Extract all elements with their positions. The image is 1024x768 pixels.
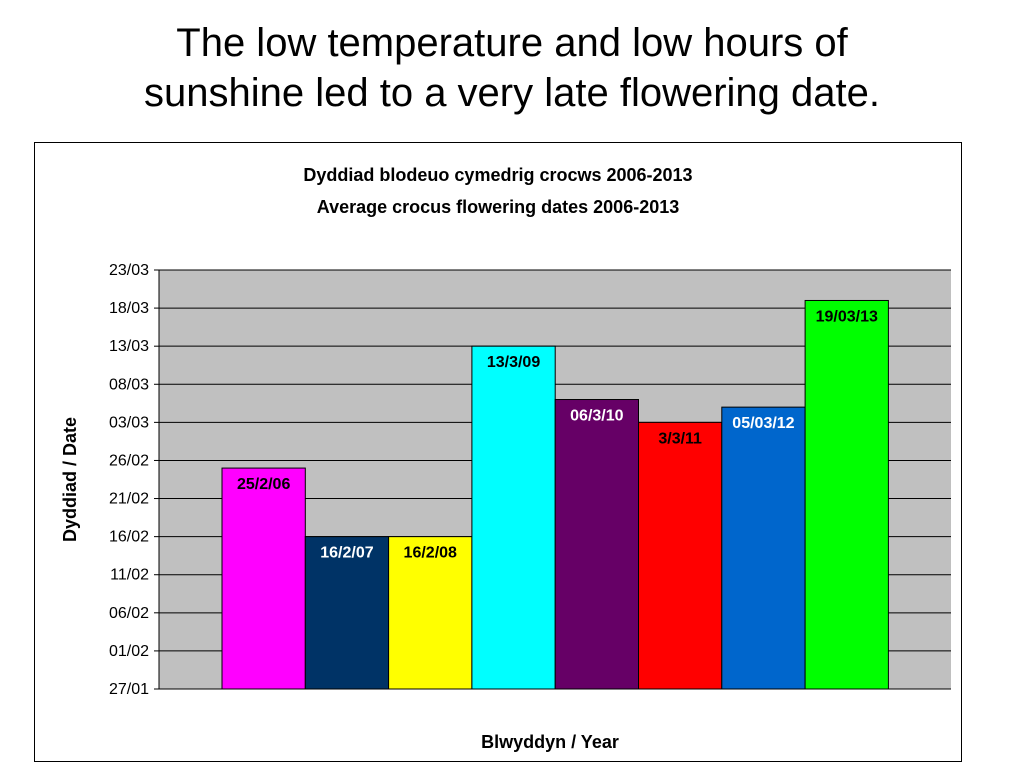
slide-title-line-1: The low temperature and low hours of bbox=[176, 21, 848, 65]
y-tick-label: 23/03 bbox=[109, 262, 149, 279]
y-tick-label: 01/02 bbox=[109, 643, 149, 660]
chart-title: Dyddiad blodeuo cymedrig crocws 2006-201… bbox=[303, 165, 693, 185]
bar-data-label: 05/03/12 bbox=[732, 415, 794, 432]
bar bbox=[388, 536, 473, 690]
y-tick-label: 13/03 bbox=[109, 338, 149, 355]
bar bbox=[638, 421, 723, 690]
slide-title-line-2: sunshine led to a very late flowering da… bbox=[144, 71, 880, 115]
y-tick-label: 08/03 bbox=[109, 376, 149, 393]
bar-data-label: 06/3/10 bbox=[570, 408, 623, 425]
x-axis-title: Blwyddyn / Year bbox=[481, 732, 619, 752]
bar-data-label: 16/2/07 bbox=[320, 545, 373, 562]
bar bbox=[804, 299, 889, 690]
y-axis-title: Dyddiad / Date bbox=[60, 417, 80, 542]
y-tick-label: 21/02 bbox=[109, 491, 149, 508]
bar bbox=[471, 345, 556, 690]
y-tick-label: 27/01 bbox=[109, 681, 149, 698]
chart-subtitle: Average crocus flowering dates 2006-2013 bbox=[316, 197, 680, 217]
y-tick-label: 18/03 bbox=[109, 300, 149, 317]
y-tick-label: 06/02 bbox=[109, 605, 149, 622]
bar bbox=[221, 467, 306, 690]
chart-frame: Dyddiad blodeuo cymedrig crocws 2006-201… bbox=[34, 142, 962, 762]
y-tick-label: 03/03 bbox=[109, 414, 149, 431]
bar-data-label: 3/3/11 bbox=[658, 430, 702, 447]
y-tick-label: 11/02 bbox=[110, 567, 149, 584]
bar bbox=[304, 536, 390, 690]
y-tick-label: 26/02 bbox=[109, 452, 149, 469]
bar-data-label: 13/3/09 bbox=[487, 354, 540, 371]
bar bbox=[554, 399, 640, 690]
slide-title: The low temperature and low hours of sun… bbox=[0, 18, 1024, 118]
bar bbox=[721, 406, 806, 690]
bar-chart: 27/01 01/02 06/02 11/02 16/02 21/02 26/02 03/03… bbox=[60, 262, 951, 752]
bar-data-label: 25/2/06 bbox=[237, 476, 290, 493]
bar-data-label: 19/03/13 bbox=[816, 308, 878, 325]
y-tick-label: 16/02 bbox=[109, 529, 149, 546]
bar-data-label: 16/2/08 bbox=[404, 545, 457, 562]
